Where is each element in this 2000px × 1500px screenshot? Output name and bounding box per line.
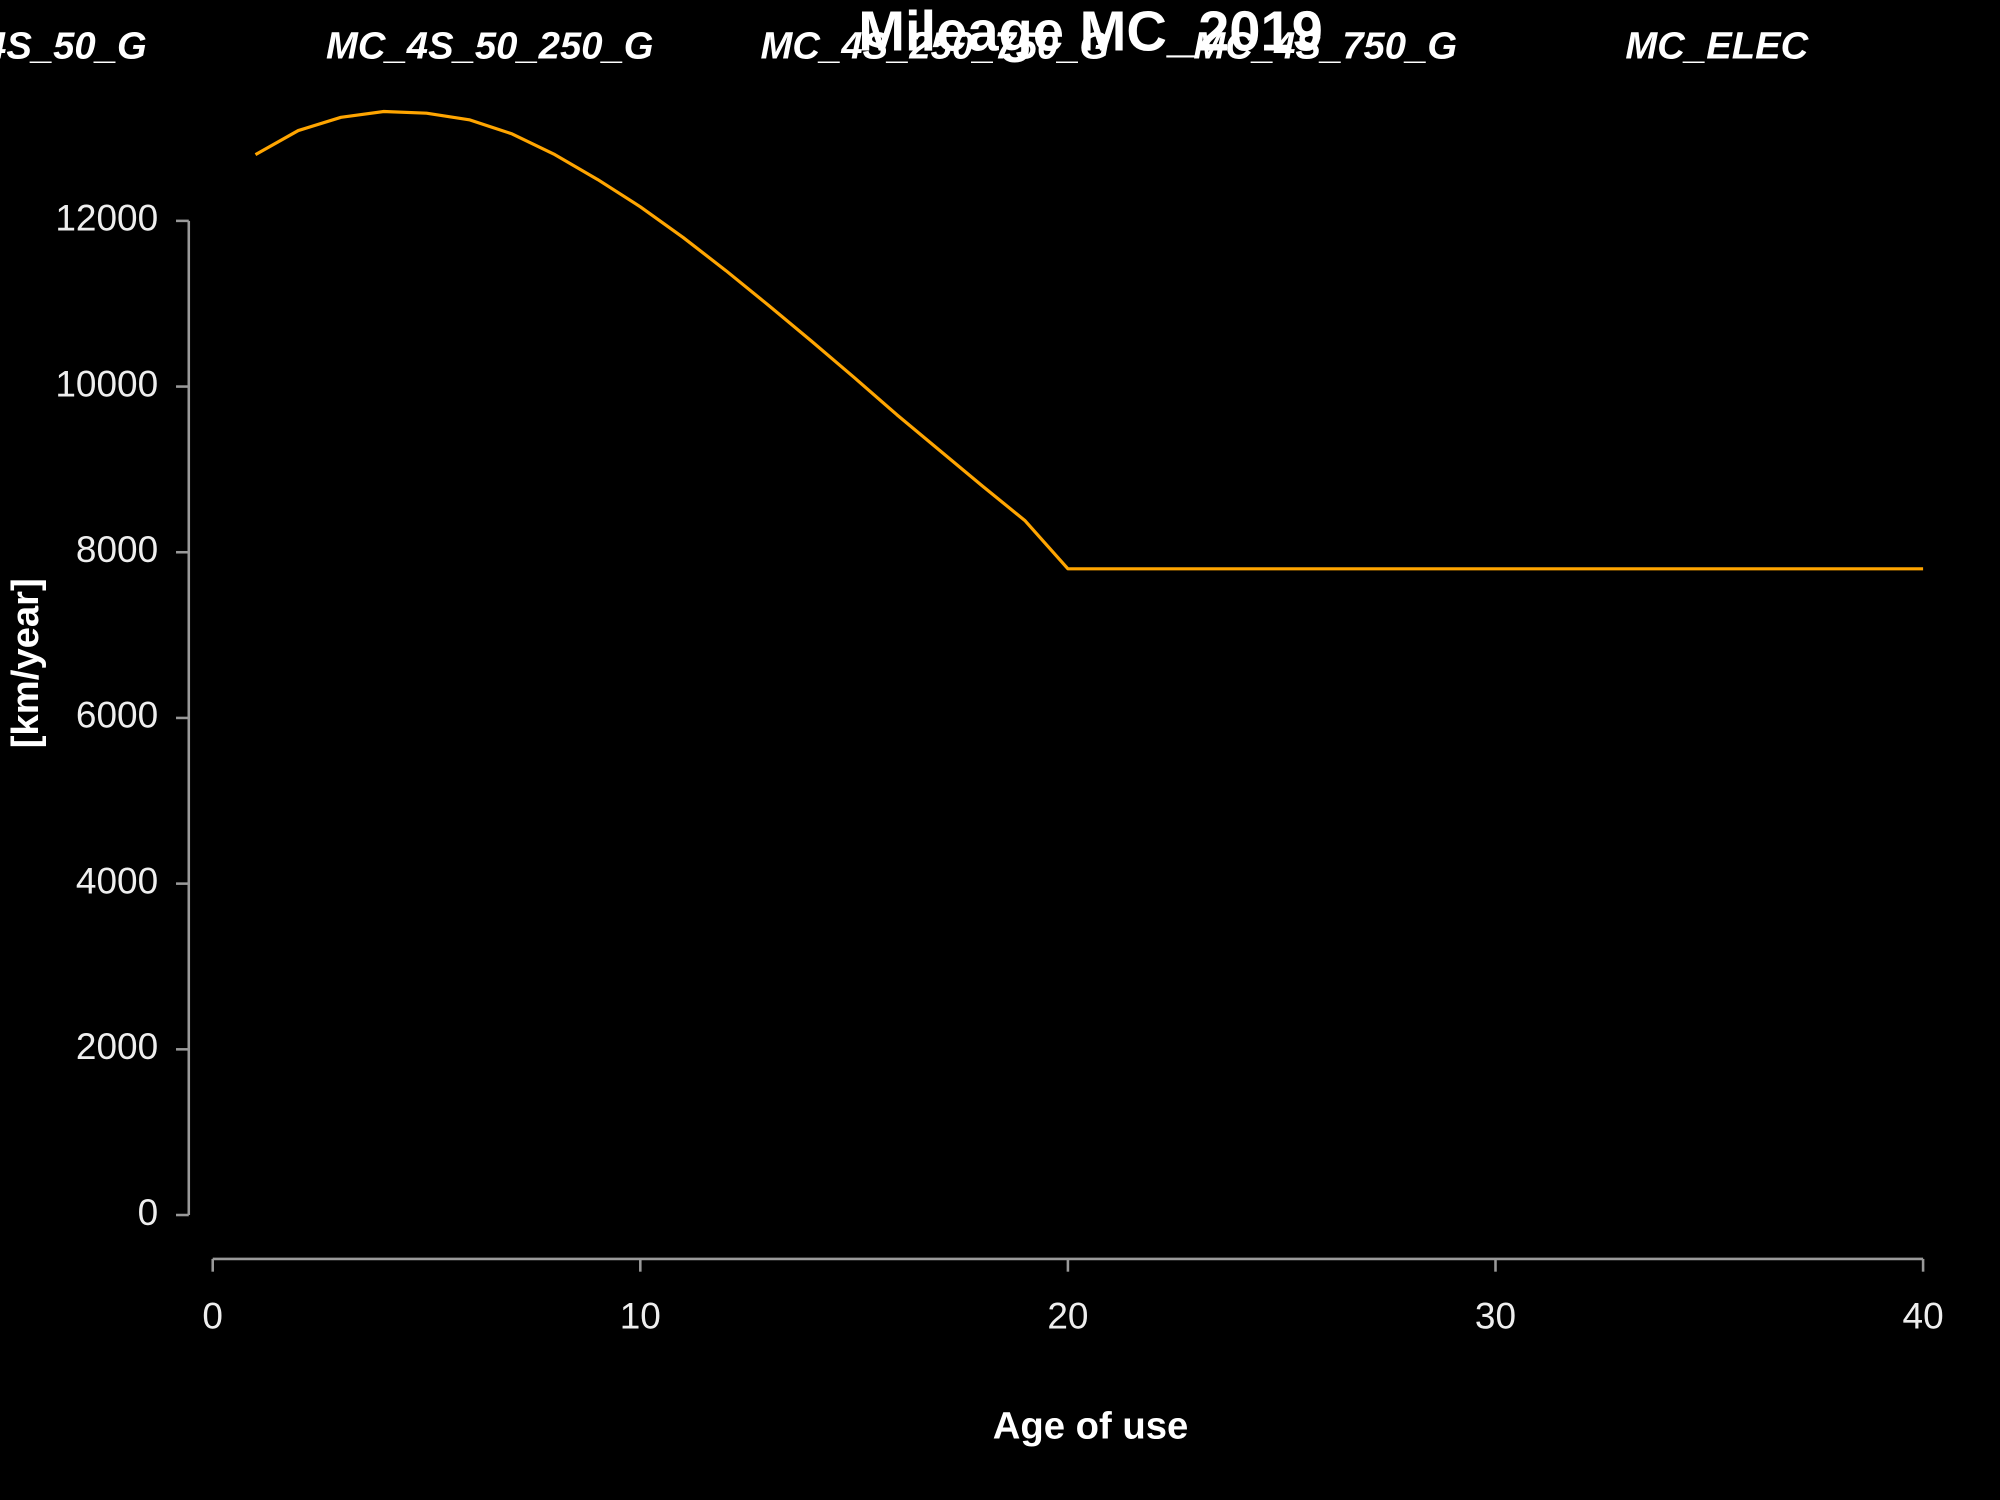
y-tick-label: 10000 bbox=[55, 363, 158, 404]
header-label: MC_4S_250_750_G bbox=[761, 25, 1110, 68]
y-tick-label: 0 bbox=[138, 1192, 159, 1233]
header-label: MC_4S_750_G bbox=[1193, 25, 1457, 68]
chart-title: Mileage MC_2019 bbox=[858, 0, 1323, 63]
x-tick-label: 40 bbox=[1903, 1296, 1944, 1337]
y-tick-label: 2000 bbox=[76, 1026, 158, 1067]
x-tick-label: 20 bbox=[1047, 1296, 1088, 1337]
y-tick-label: 6000 bbox=[76, 695, 158, 736]
header-label: MC_4S_50_G bbox=[0, 25, 147, 68]
y-tick-label: 4000 bbox=[76, 860, 158, 901]
x-axis-label: Age of use bbox=[993, 1405, 1189, 1448]
data-line bbox=[254, 109, 1924, 571]
y-axis-label: [km/year] bbox=[4, 578, 47, 748]
x-tick-label: 30 bbox=[1475, 1296, 1516, 1337]
x-tick-label: 0 bbox=[202, 1296, 223, 1337]
y-tick-label: 12000 bbox=[55, 198, 158, 239]
header-label: MC_ELEC bbox=[1625, 25, 1809, 68]
y-tick-label: 8000 bbox=[76, 529, 158, 570]
x-tick-label: 10 bbox=[620, 1296, 661, 1337]
header-label: MC_4S_50_250_G bbox=[326, 25, 653, 68]
